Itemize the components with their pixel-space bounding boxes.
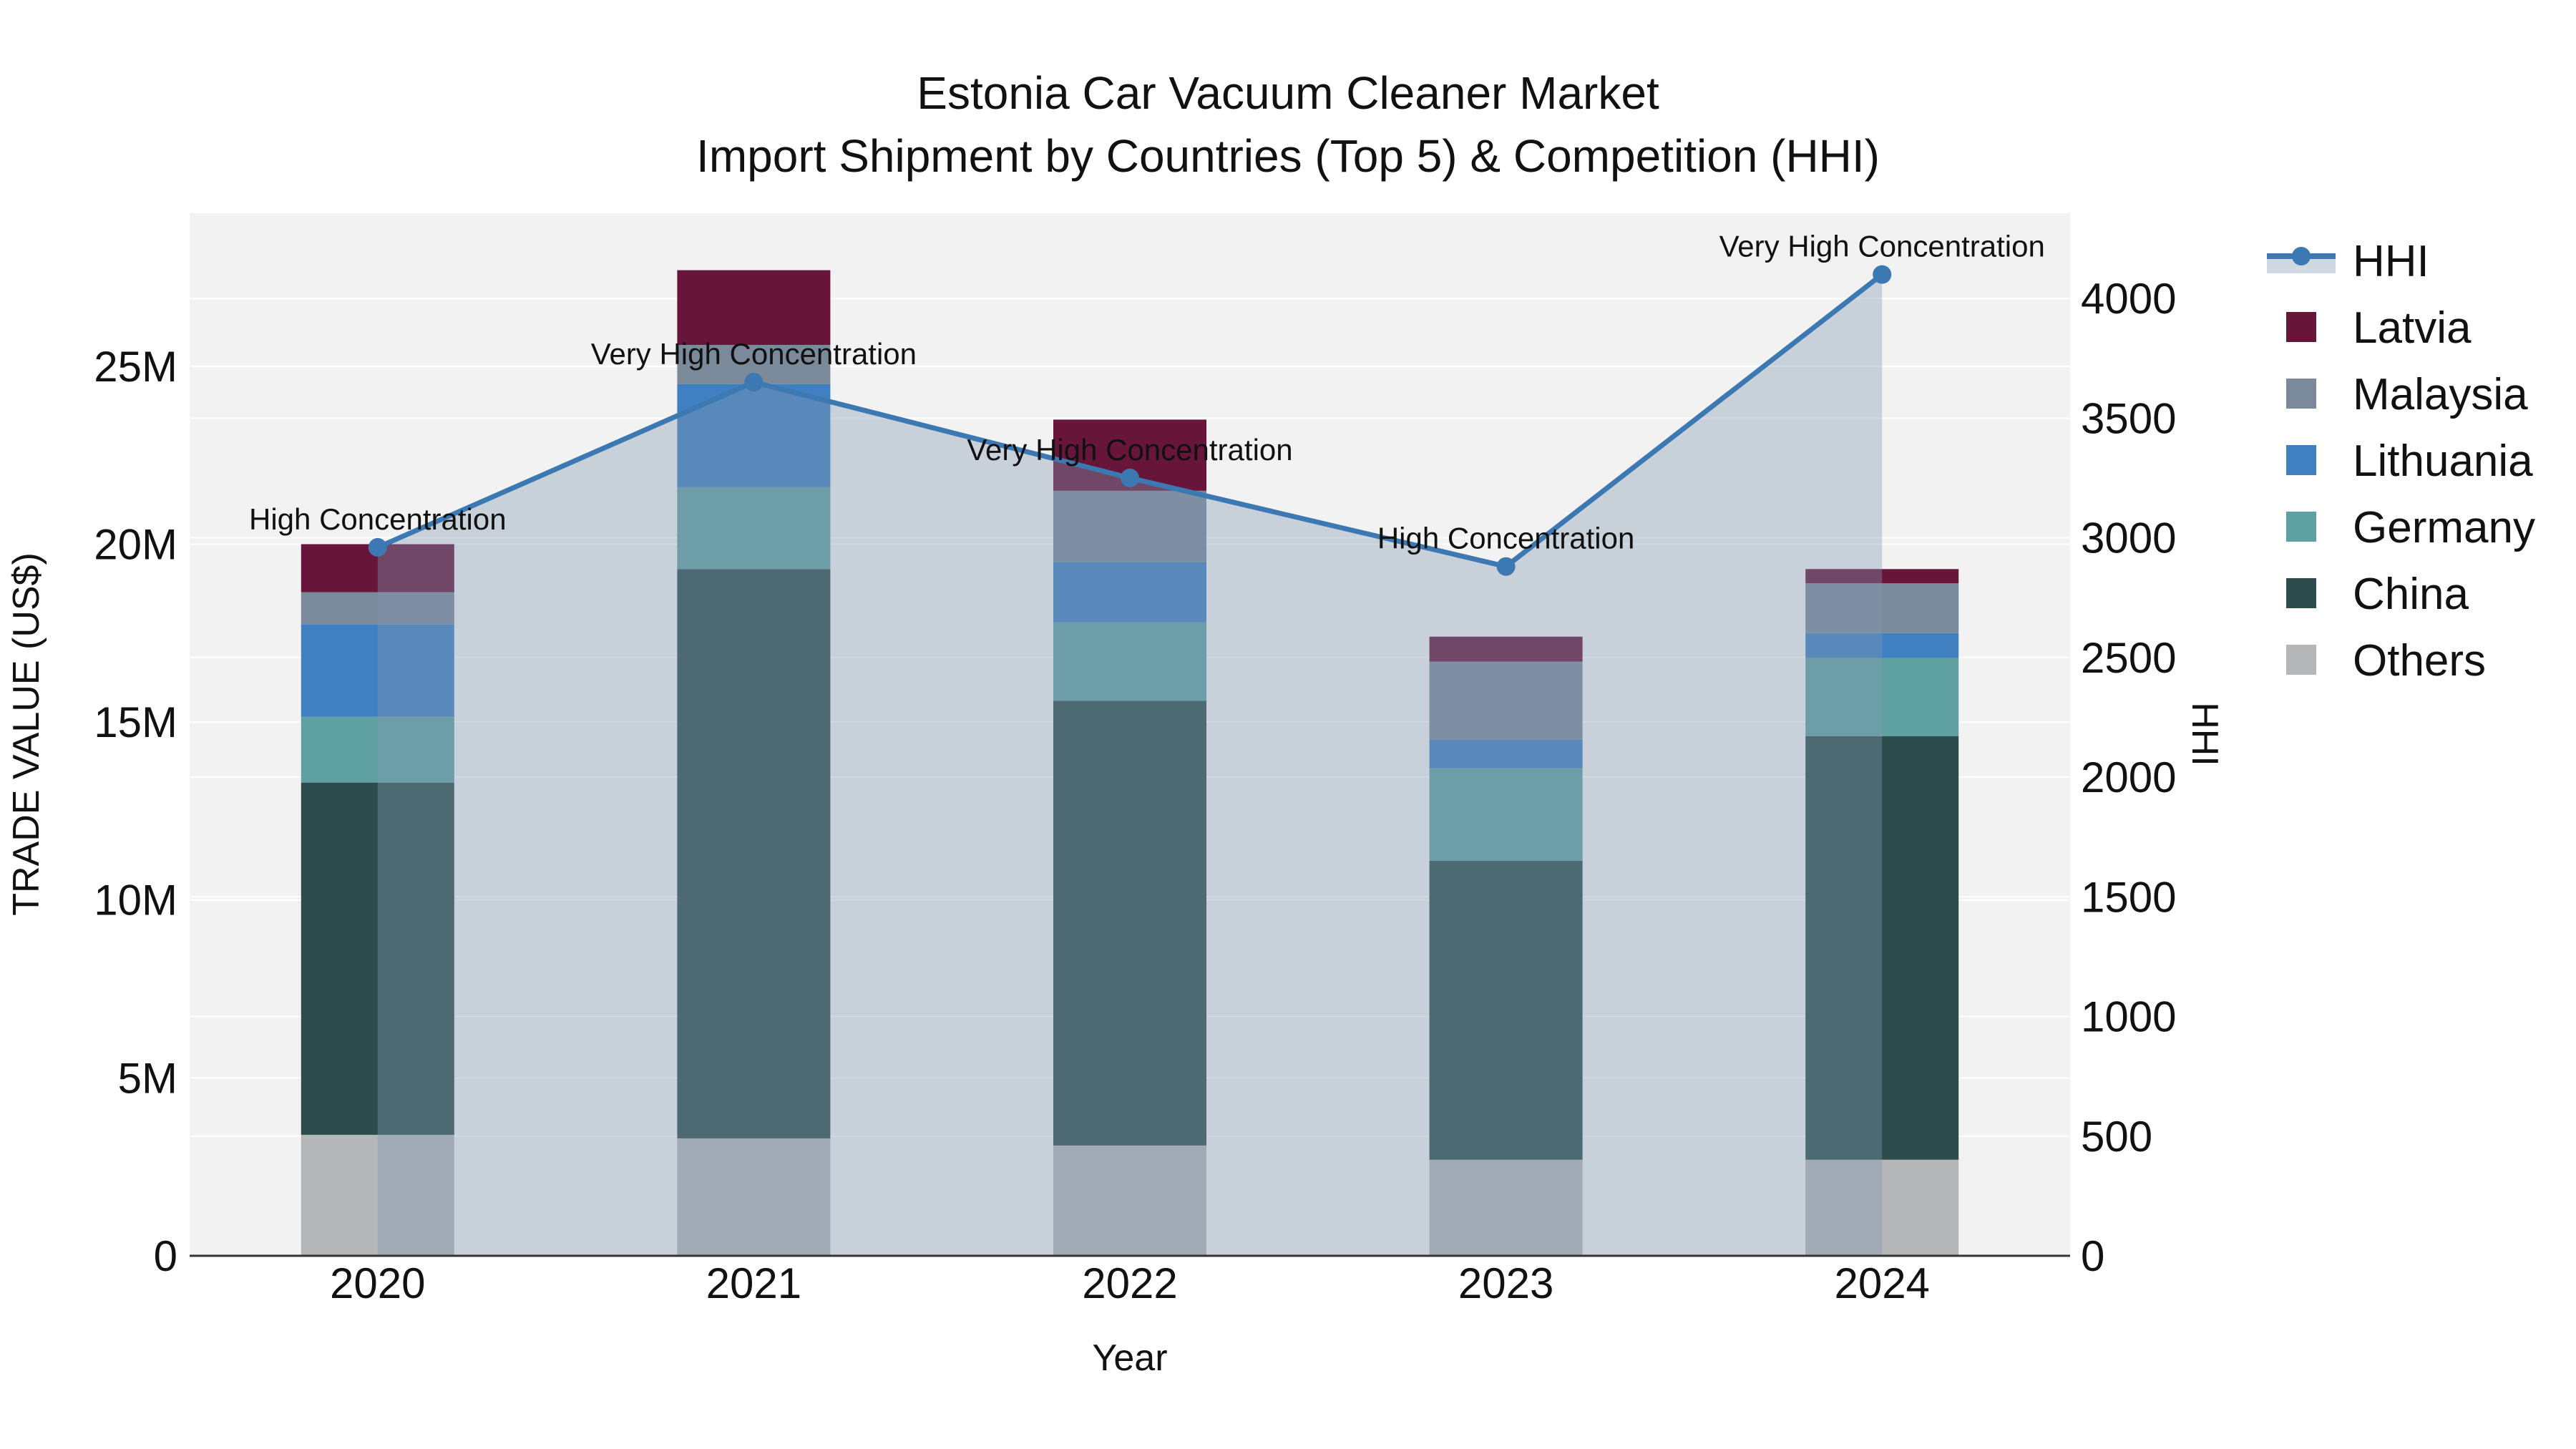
x-tick-2023: 2023 — [1458, 1259, 1553, 1307]
x-tick-2021: 2021 — [706, 1259, 801, 1307]
bar-2021-latvia — [677, 270, 831, 345]
bars-layer — [301, 270, 1959, 1256]
hhi-marker-2023 — [1496, 557, 1516, 576]
y-right-tick-500: 500 — [2081, 1113, 2152, 1161]
y-left-tick-0: 0 — [154, 1232, 177, 1280]
bar-2021-others — [677, 1138, 831, 1256]
bar-2022-lithuania — [1053, 562, 1206, 623]
hhi-area-layer — [377, 274, 1883, 1256]
y-right-axis-title: HHI — [2184, 702, 2225, 766]
legend-germany-swatch-icon — [2286, 512, 2316, 542]
annotation-2022: Very High Concentration — [967, 433, 1292, 467]
bar-2020-others — [301, 1134, 454, 1256]
legend-item-label: Malaysia — [2353, 370, 2528, 419]
hhi-marker-2021 — [744, 373, 763, 392]
bar-2024-malaysia — [1805, 583, 1959, 633]
bar-2023-lithuania — [1429, 739, 1583, 769]
chart-title-line1: Estonia Car Vacuum Cleaner Market — [917, 67, 1659, 119]
legend-others-swatch-icon — [2286, 645, 2316, 675]
legend-item-germany[interactable]: Germany — [2286, 503, 2535, 552]
y-left-tick-10M: 10M — [94, 877, 177, 924]
y-right-tick-3500: 3500 — [2081, 394, 2176, 442]
bar-2024-lithuania — [1805, 633, 1959, 658]
hhi-area — [377, 274, 1883, 1256]
y-left-tick-15M: 15M — [94, 698, 177, 746]
bar-2020-malaysia — [301, 592, 454, 625]
x-tick-2020: 2020 — [330, 1259, 425, 1307]
legend-lithuania-swatch-icon — [2286, 445, 2316, 475]
bar-2023-malaysia — [1429, 661, 1583, 740]
legend-item-china[interactable]: China — [2286, 570, 2469, 619]
bar-2020-germany — [301, 716, 454, 783]
legend-item-malaysia[interactable]: Malaysia — [2286, 370, 2528, 419]
annotations-layer: High Concentration Very High Concentratio… — [249, 230, 2045, 555]
chart-title-line2: Import Shipment by Countries (Top 5) & C… — [696, 130, 1880, 182]
bar-2023-others — [1429, 1159, 1583, 1256]
bar-2020-china — [301, 782, 454, 1135]
legend-item-label: China — [2353, 570, 2469, 619]
annotation-2021: Very High Concentration — [591, 337, 917, 371]
bar-2022-china — [1053, 701, 1206, 1146]
bar-2021-lithuania — [677, 384, 831, 487]
legend-latvia-swatch-icon — [2286, 312, 2316, 342]
legend-malaysia-swatch-icon — [2286, 379, 2316, 409]
bar-2021-china — [677, 569, 831, 1138]
bar-2023-china — [1429, 861, 1583, 1160]
legend-china-swatch-icon — [2286, 578, 2316, 608]
x-tick-2022: 2022 — [1082, 1259, 1177, 1307]
x-axis-title: Year — [1092, 1337, 1167, 1379]
bar-2024-latvia — [1805, 569, 1959, 584]
annotation-2024: Very High Concentration — [1719, 230, 2045, 263]
legend-item-label: Others — [2353, 636, 2486, 686]
annotation-2023: High Concentration — [1377, 522, 1635, 555]
bar-2022-malaysia — [1053, 490, 1206, 562]
legend: HHI Latvia Malaysia Lithuania Germany China Ot… — [2267, 237, 2535, 686]
y-left-tick-25M: 25M — [94, 343, 177, 391]
legend-item-label: Lithuania — [2353, 436, 2533, 486]
bar-2020-lithuania — [301, 624, 454, 717]
hhi-line-layer — [368, 265, 1892, 576]
tick-labels-layer: 0 5M 10M 15M 20M 25M 0 500 1000 1500 2000 2500 3000 3… — [94, 275, 2176, 1307]
y-left-axis-title: TRADE VALUE (US$) — [6, 552, 47, 916]
hhi-marker-2020 — [368, 537, 387, 557]
legend-item-label: HHI — [2353, 237, 2429, 286]
y-right-tick-4000: 4000 — [2081, 275, 2176, 323]
y-right-tick-1500: 1500 — [2081, 873, 2176, 921]
y-right-tick-3000: 3000 — [2081, 514, 2176, 562]
x-tick-2024: 2024 — [1834, 1259, 1929, 1307]
bar-2024-others — [1805, 1159, 1959, 1256]
bar-2021-germany — [677, 487, 831, 570]
annotation-2020: High Concentration — [249, 502, 507, 536]
legend-item-label: Germany — [2353, 503, 2535, 552]
y-right-tick-2500: 2500 — [2081, 634, 2176, 682]
y-right-tick-0: 0 — [2081, 1232, 2104, 1280]
y-left-tick-5M: 5M — [118, 1054, 177, 1102]
y-right-tick-1000: 1000 — [2081, 993, 2176, 1041]
bar-2023-latvia — [1429, 636, 1583, 662]
legend-item-others[interactable]: Others — [2286, 636, 2486, 686]
legend-item-hhi[interactable]: HHI — [2267, 237, 2429, 286]
hhi-marker-2024 — [1873, 265, 1892, 284]
legend-item-latvia[interactable]: Latvia — [2286, 303, 2472, 353]
legend-item-label: Latvia — [2353, 303, 2472, 353]
legend-item-lithuania[interactable]: Lithuania — [2286, 436, 2533, 486]
y-left-tick-20M: 20M — [94, 520, 177, 568]
bar-2023-germany — [1429, 768, 1583, 862]
hhi-marker-2022 — [1121, 468, 1139, 487]
bar-2024-germany — [1805, 658, 1959, 736]
bar-2022-germany — [1053, 622, 1206, 701]
bar-2024-china — [1805, 736, 1959, 1160]
legend-hhi-marker-icon — [2292, 247, 2311, 265]
y-right-tick-2000: 2000 — [2081, 753, 2176, 801]
bar-2022-others — [1053, 1145, 1206, 1256]
